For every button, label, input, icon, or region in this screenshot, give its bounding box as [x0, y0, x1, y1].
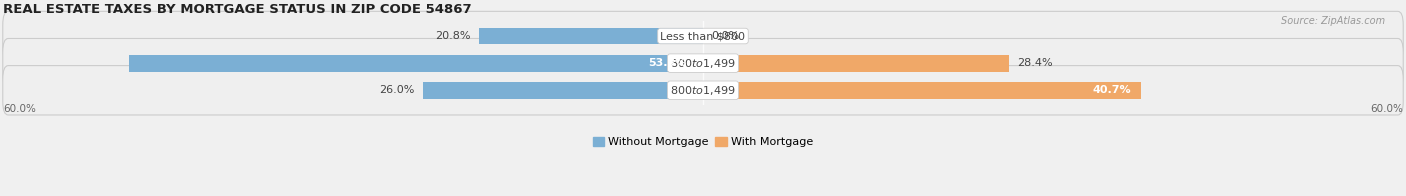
Bar: [703, 82, 1142, 99]
FancyBboxPatch shape: [3, 38, 1403, 88]
Text: Source: ZipAtlas.com: Source: ZipAtlas.com: [1281, 16, 1385, 26]
Text: Less than $800: Less than $800: [661, 31, 745, 41]
Text: 60.0%: 60.0%: [3, 104, 35, 114]
Text: 60.0%: 60.0%: [1371, 104, 1403, 114]
Bar: [703, 55, 1010, 72]
Text: 0.0%: 0.0%: [711, 31, 740, 41]
Text: $800 to $1,499: $800 to $1,499: [671, 57, 735, 70]
Bar: [479, 28, 703, 44]
Legend: Without Mortgage, With Mortgage: Without Mortgage, With Mortgage: [588, 132, 818, 152]
Bar: [129, 55, 703, 72]
Text: REAL ESTATE TAXES BY MORTGAGE STATUS IN ZIP CODE 54867: REAL ESTATE TAXES BY MORTGAGE STATUS IN …: [3, 3, 471, 16]
FancyBboxPatch shape: [3, 66, 1403, 115]
Text: 40.7%: 40.7%: [1092, 85, 1130, 95]
Text: 26.0%: 26.0%: [380, 85, 415, 95]
Text: 28.4%: 28.4%: [1018, 58, 1053, 68]
Text: 20.8%: 20.8%: [434, 31, 471, 41]
Text: $800 to $1,499: $800 to $1,499: [671, 84, 735, 97]
Text: 53.3%: 53.3%: [648, 58, 688, 68]
Bar: [423, 82, 703, 99]
FancyBboxPatch shape: [3, 11, 1403, 61]
